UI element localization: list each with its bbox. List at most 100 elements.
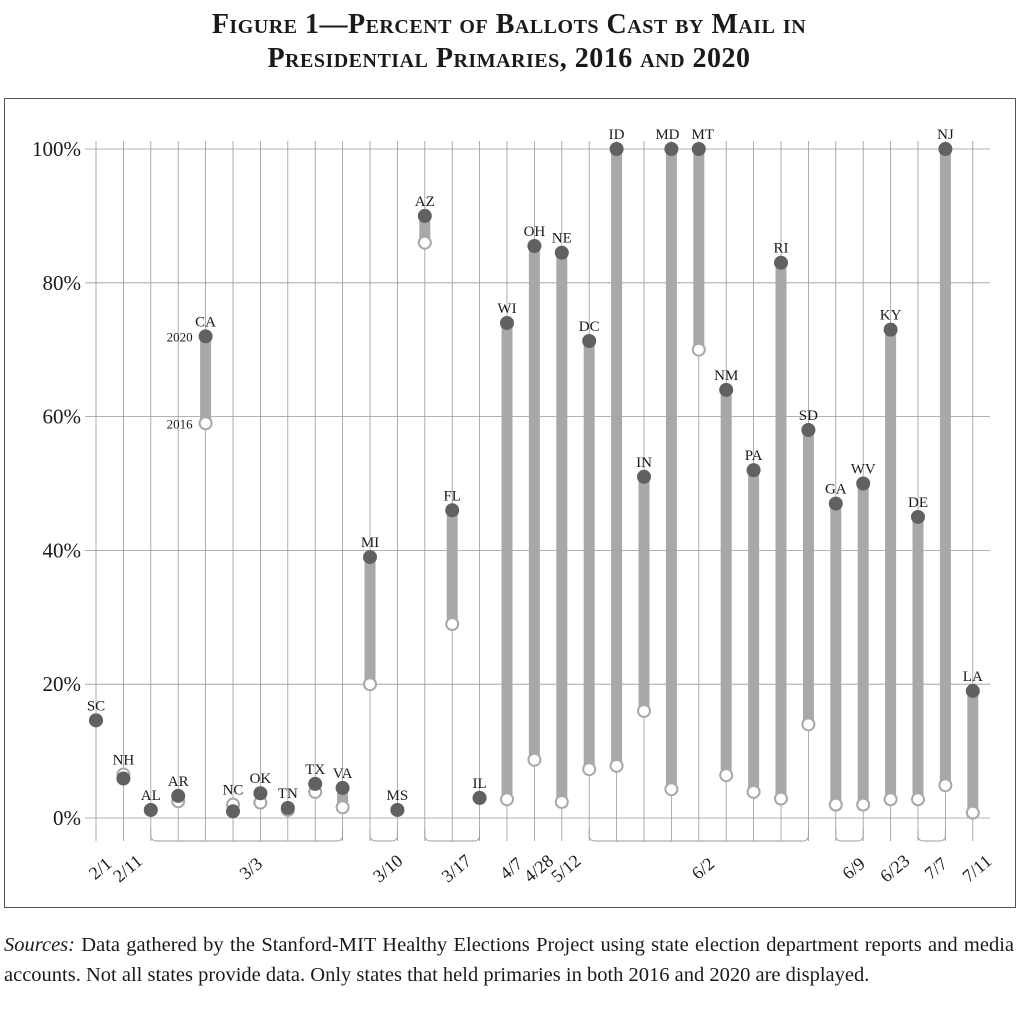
state-label: LA xyxy=(963,669,983,685)
point-2020 xyxy=(746,463,761,478)
point-2016 xyxy=(637,703,651,718)
state-label: VA xyxy=(333,766,353,782)
point-2020 xyxy=(417,208,432,223)
state-label: AL xyxy=(141,788,161,804)
chart-title-line-1: Figure 1—Percent of Ballots Cast by Mail… xyxy=(211,9,807,40)
point-2020 xyxy=(143,802,158,817)
state-label: DC xyxy=(579,319,600,335)
point-2020 xyxy=(554,245,569,260)
state-label: ID xyxy=(609,127,625,143)
chart-frame: 0% 20% 40% 60% 80% 100% SC NH AL AR CA NC OK TN TX VA MI… xyxy=(4,98,1016,908)
date-group-bracket xyxy=(588,829,809,842)
point-2016 xyxy=(554,794,569,809)
point-2016 xyxy=(774,791,788,806)
date-group-bracket xyxy=(424,829,481,842)
point-2020 xyxy=(664,142,679,156)
point-2020 xyxy=(883,322,898,337)
state-label: MI xyxy=(361,535,379,551)
x-date-label: 6/23 xyxy=(876,850,913,886)
point-2020 xyxy=(911,509,925,524)
state-label: PA xyxy=(745,448,763,464)
point-2016 xyxy=(582,762,597,777)
x-date-label: 6/9 xyxy=(838,853,868,883)
state-label: NC xyxy=(223,783,244,799)
point-2016 xyxy=(527,752,542,767)
x-date-label: 5/12 xyxy=(547,850,584,886)
state-label: SD xyxy=(799,408,818,424)
point-2016 xyxy=(609,758,624,773)
y-tick-label: 20% xyxy=(43,672,82,696)
point-2020 xyxy=(198,329,213,344)
state-label: TX xyxy=(305,762,325,778)
point-2020 xyxy=(500,315,514,330)
point-2016 xyxy=(801,717,816,732)
state-label: NH xyxy=(113,753,135,769)
state-label: MD xyxy=(655,127,679,143)
x-date-label: 6/2 xyxy=(688,853,718,883)
point-2020 xyxy=(774,255,788,270)
point-2016 xyxy=(883,792,898,807)
point-2016 xyxy=(828,797,843,812)
state-label: IN xyxy=(636,455,652,471)
point-2020 xyxy=(637,469,651,484)
point-2016 xyxy=(911,792,925,807)
state-label: NE xyxy=(552,231,572,247)
sources-text: Data gathered by the Stanford-MIT Health… xyxy=(4,934,1014,986)
date-group-bracket xyxy=(917,829,946,842)
point-2020 xyxy=(527,239,542,254)
state-label: OK xyxy=(250,771,272,787)
chart-title: Figure 1—Percent of Ballots Cast by Mail… xyxy=(0,8,1018,76)
point-2020 xyxy=(280,800,295,815)
point-2020 xyxy=(719,382,734,397)
date-group-bracket xyxy=(835,829,864,842)
point-2020 xyxy=(445,503,460,518)
point-2020 xyxy=(856,476,871,491)
point-2016 xyxy=(664,782,679,797)
point-2020 xyxy=(965,683,980,698)
point-2016 xyxy=(198,416,213,431)
state-label: CA xyxy=(195,314,216,330)
point-2020 xyxy=(828,496,843,511)
state-label: GA xyxy=(825,482,847,498)
state-label: WI xyxy=(497,301,516,317)
x-date-label: 7/11 xyxy=(959,851,996,886)
state-label: IL xyxy=(473,776,487,792)
point-2016 xyxy=(500,792,514,807)
point-2016 xyxy=(445,616,460,631)
state-label: RI xyxy=(774,241,789,257)
point-2020 xyxy=(938,142,953,156)
x-date-label: 3/10 xyxy=(369,850,406,886)
point-2016 xyxy=(938,778,953,793)
legend-2016-label: 2016 xyxy=(167,416,194,431)
point-2016 xyxy=(417,235,432,250)
x-date-label: 7/7 xyxy=(921,853,951,883)
point-2020 xyxy=(609,142,624,156)
y-tick-label: 80% xyxy=(43,271,82,295)
point-2016 xyxy=(335,800,350,815)
x-date-label: 3/17 xyxy=(438,850,475,886)
state-label: DE xyxy=(908,495,928,511)
point-2020 xyxy=(472,790,487,805)
date-group-bracket xyxy=(150,829,344,842)
state-label: NJ xyxy=(937,127,954,143)
y-tick-label: 60% xyxy=(43,405,82,429)
state-label: NM xyxy=(714,368,738,384)
sources-note: Sources: Data gathered by the Stanford-M… xyxy=(4,930,1014,990)
state-label: OH xyxy=(524,224,546,240)
point-2020 xyxy=(691,142,706,156)
point-2020 xyxy=(171,788,186,803)
dumbbell-chart: 0% 20% 40% 60% 80% 100% SC NH AL AR CA NC OK TN TX VA MI… xyxy=(32,127,996,886)
state-label: WV xyxy=(851,462,876,478)
point-2016 xyxy=(719,768,734,783)
chart-title-line-2: Presidential Primaries, 2016 and 2020 xyxy=(267,43,751,74)
state-label: AR xyxy=(168,774,189,790)
point-2020 xyxy=(582,334,597,349)
point-2020 xyxy=(89,713,103,728)
point-2020 xyxy=(363,550,377,565)
y-tick-label: 40% xyxy=(43,538,82,562)
sources-label: Sources: xyxy=(4,934,75,956)
state-label: SC xyxy=(87,698,105,714)
point-2016 xyxy=(856,797,871,812)
point-2016 xyxy=(746,784,761,799)
point-2016 xyxy=(965,805,980,820)
